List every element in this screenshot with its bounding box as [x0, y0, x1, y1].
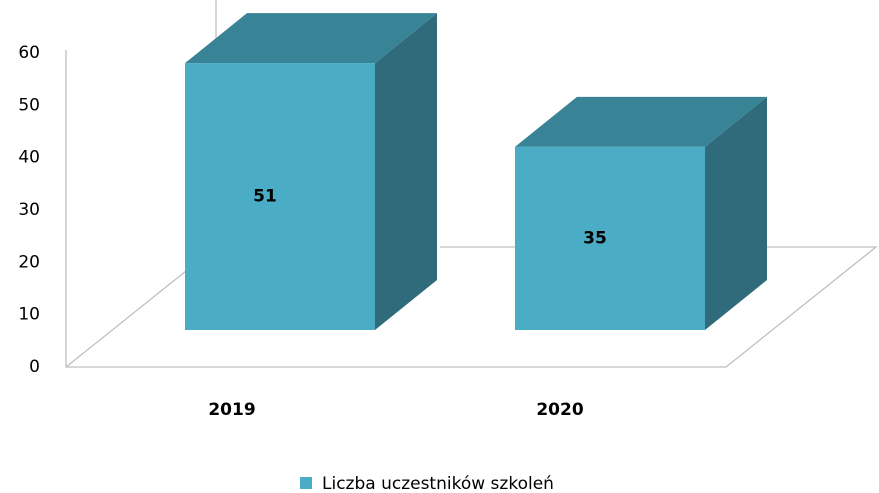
x-tick-label: 2020 [536, 400, 583, 420]
bar [185, 63, 375, 330]
y-tick-label: 40 [18, 148, 40, 168]
y-tick-label: 20 [18, 252, 40, 272]
legend-label: Liczba uczestników szkoleń [322, 474, 554, 493]
bar-side [705, 96, 767, 330]
data-label: 35 [583, 228, 607, 248]
bar [515, 146, 705, 330]
data-label: 51 [253, 187, 277, 207]
bar-side [375, 13, 437, 330]
legend-swatch [300, 477, 312, 489]
y-tick-label: 60 [18, 43, 40, 63]
y-tick-label: 0 [29, 357, 40, 377]
y-tick-label: 50 [18, 95, 40, 115]
bar-top [515, 96, 767, 147]
x-tick-label: 2019 [208, 400, 255, 420]
y-tick-label: 10 [18, 305, 40, 325]
bar-top [185, 13, 437, 64]
y-tick-label: 30 [18, 200, 40, 220]
